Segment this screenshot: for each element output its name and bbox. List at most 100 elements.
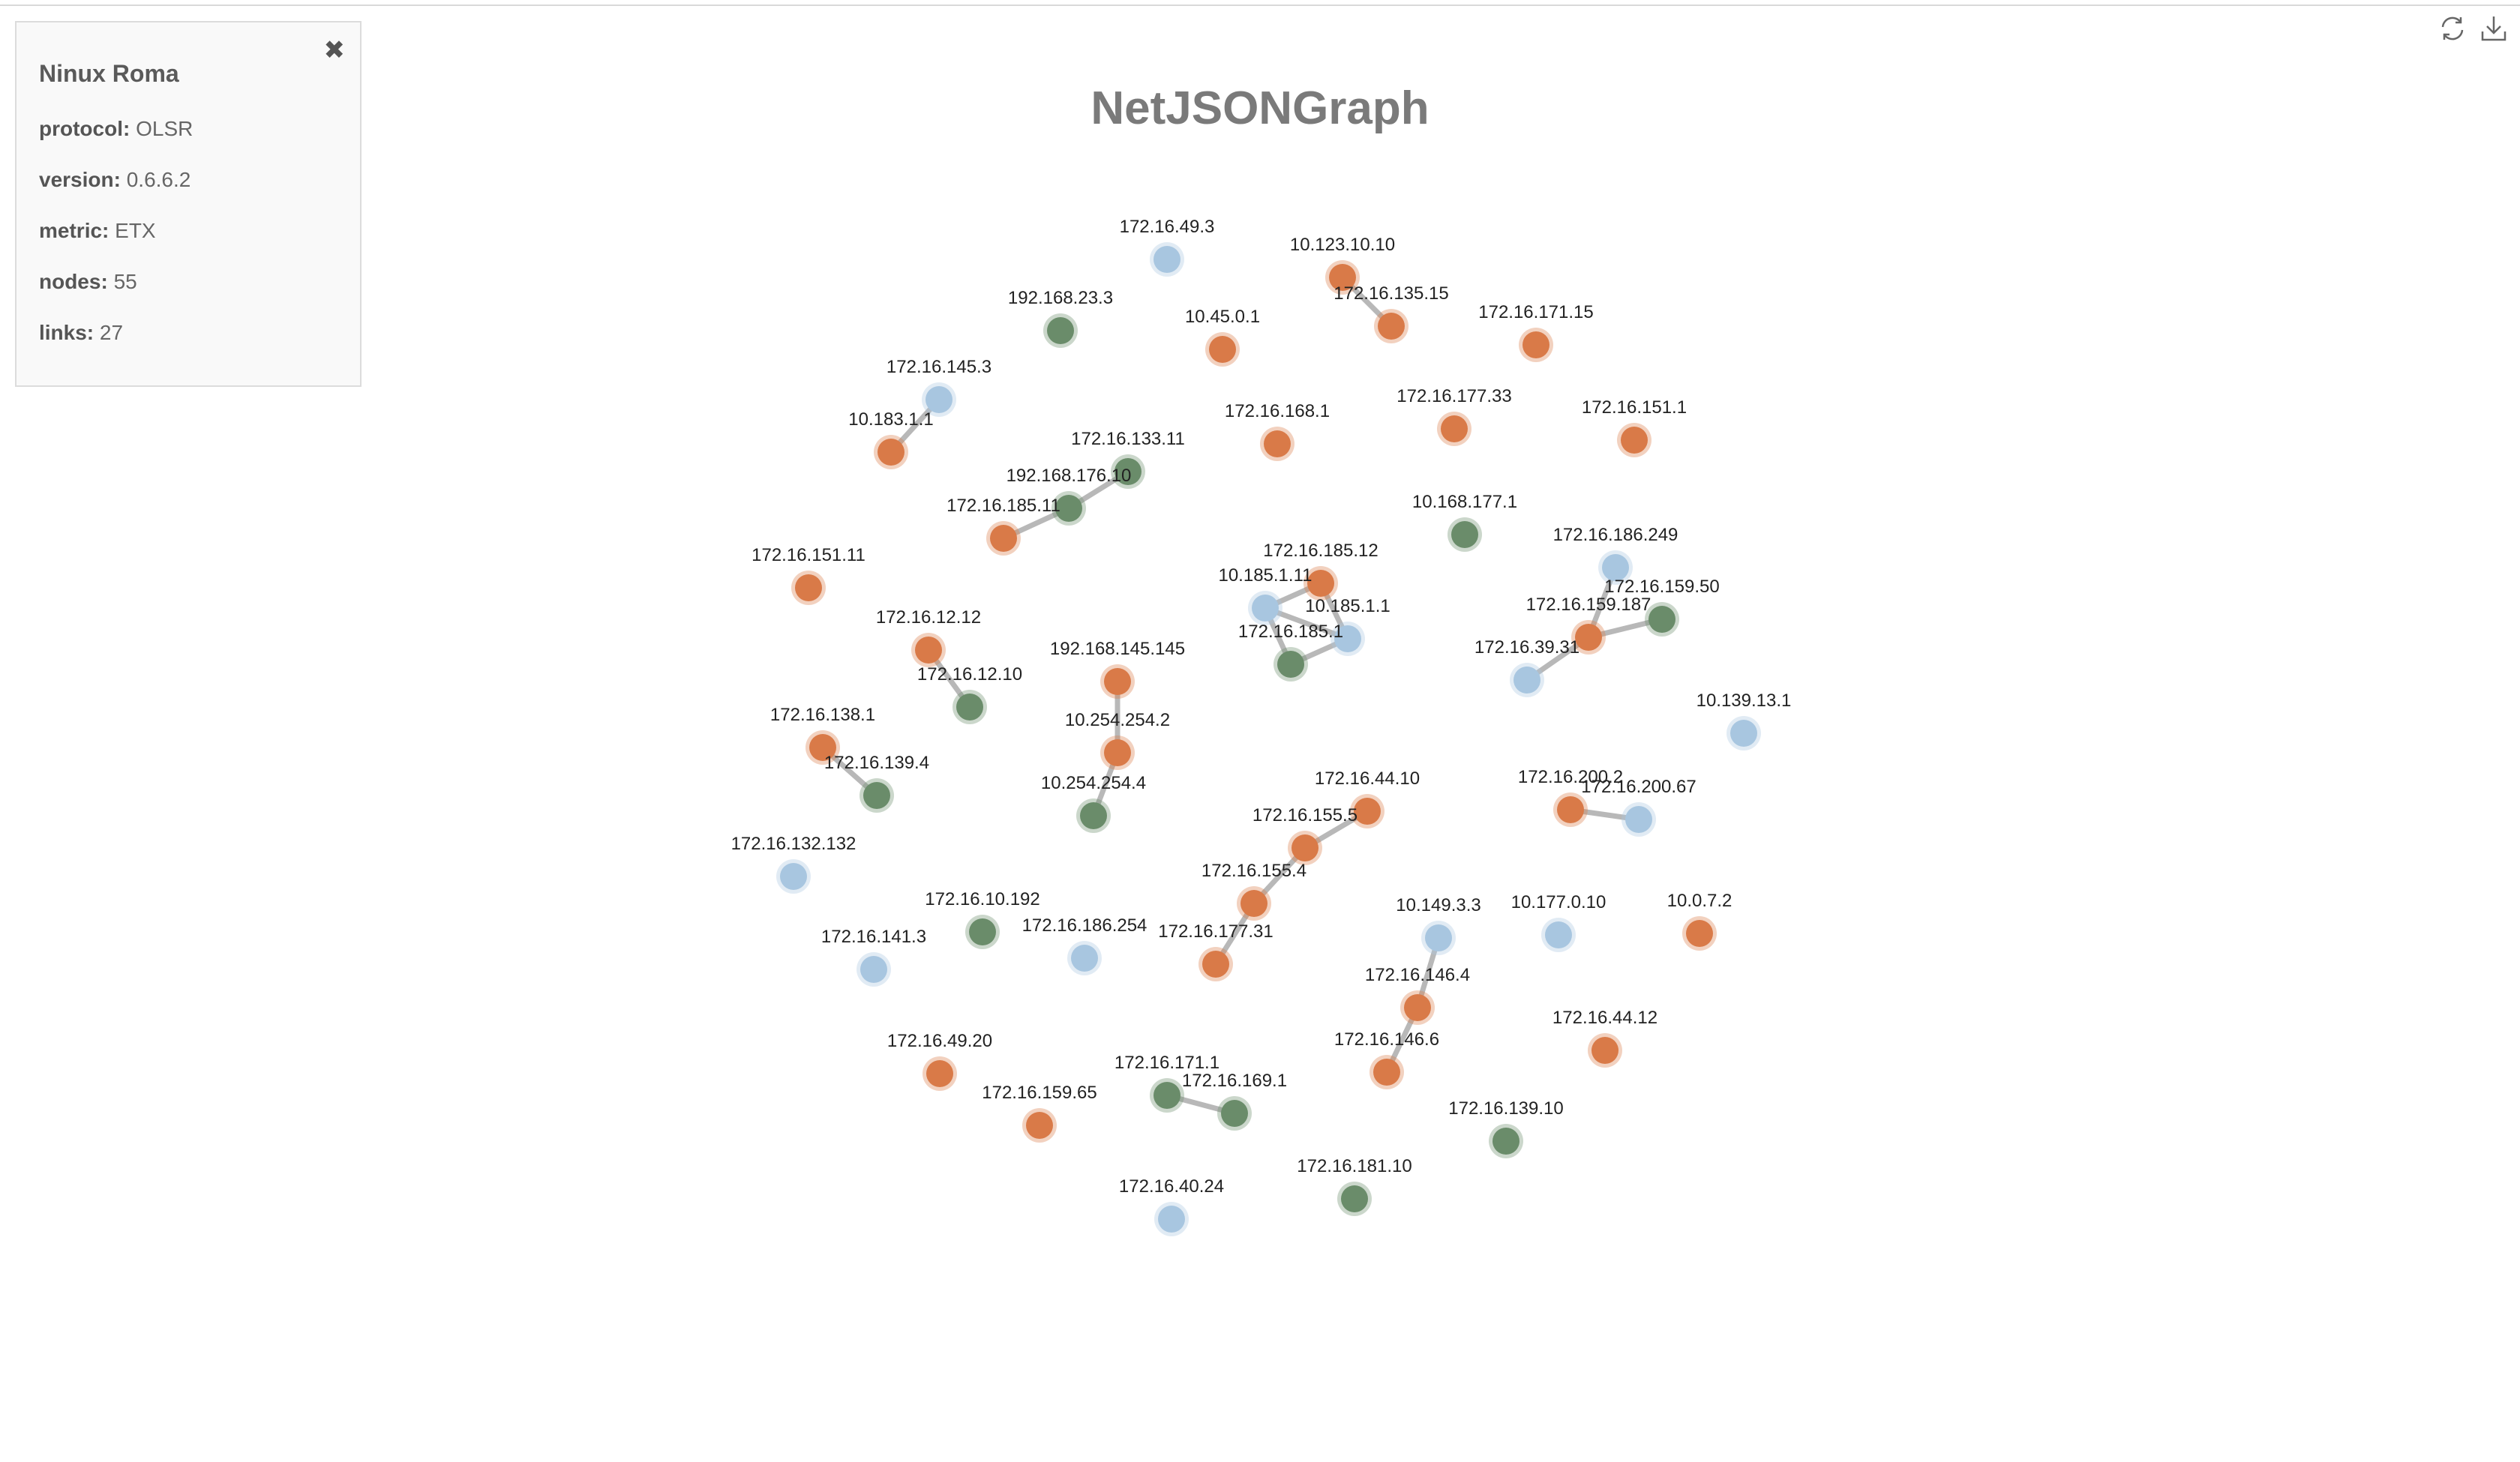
graph-node[interactable]: 10.0.7.2: [1667, 891, 1732, 951]
graph-node[interactable]: 172.16.146.6: [1334, 1029, 1439, 1089]
node-circle[interactable]: [1055, 495, 1082, 522]
node-circle[interactable]: [1071, 945, 1098, 972]
node-circle[interactable]: [1277, 651, 1304, 678]
node-circle[interactable]: [1221, 1100, 1248, 1127]
node-circle[interactable]: [1104, 739, 1131, 766]
node-circle[interactable]: [1522, 331, 1550, 358]
node-circle[interactable]: [1329, 264, 1356, 291]
graph-node[interactable]: 192.168.145.145: [1050, 639, 1185, 699]
node-circle[interactable]: [1047, 317, 1074, 344]
graph-node[interactable]: 172.16.44.10: [1315, 768, 1420, 828]
graph-node[interactable]: 172.16.200.2: [1518, 767, 1623, 827]
graph-node[interactable]: 10.185.1.11: [1218, 565, 1312, 625]
graph-node[interactable]: 172.16.139.10: [1448, 1098, 1564, 1158]
graph-node[interactable]: 172.16.141.3: [821, 927, 926, 987]
graph-node[interactable]: 172.16.146.4: [1365, 965, 1470, 1025]
graph-node[interactable]: 10.183.1.1: [848, 409, 934, 469]
graph-node[interactable]: 10.254.254.4: [1041, 773, 1146, 833]
graph-node[interactable]: 172.16.159.187: [1526, 595, 1652, 655]
graph-node[interactable]: 172.16.132.132: [731, 834, 856, 894]
graph-node[interactable]: 172.16.185.12: [1263, 541, 1378, 601]
graph-node[interactable]: 10.185.1.1: [1305, 596, 1390, 656]
node-circle[interactable]: [1404, 994, 1431, 1021]
node-circle[interactable]: [1292, 834, 1318, 861]
graph-node[interactable]: 172.16.200.67: [1581, 777, 1696, 837]
node-circle[interactable]: [1154, 246, 1180, 273]
graph-node[interactable]: 172.16.138.1: [770, 705, 875, 765]
node-circle[interactable]: [1592, 1037, 1618, 1064]
node-circle[interactable]: [1621, 427, 1648, 454]
node-circle[interactable]: [1730, 720, 1757, 747]
node-circle[interactable]: [1354, 798, 1381, 825]
node-circle[interactable]: [1575, 624, 1602, 651]
node-circle[interactable]: [1341, 1185, 1368, 1212]
graph-node[interactable]: 10.123.10.10: [1290, 235, 1395, 295]
close-icon[interactable]: ✖: [323, 36, 346, 64]
node-circle[interactable]: [1492, 1128, 1520, 1155]
node-circle[interactable]: [1441, 415, 1468, 442]
node-circle[interactable]: [1686, 920, 1713, 947]
graph-node[interactable]: 172.16.177.33: [1396, 386, 1512, 446]
node-circle[interactable]: [926, 1060, 953, 1087]
graph-node[interactable]: 172.16.145.3: [886, 357, 992, 417]
graph-link[interactable]: [1262, 605, 1351, 642]
graph-node[interactable]: 172.16.155.4: [1202, 861, 1306, 921]
node-circle[interactable]: [969, 918, 996, 945]
node-circle[interactable]: [1104, 668, 1131, 695]
graph-node[interactable]: 172.16.169.1: [1182, 1071, 1287, 1131]
graph-node[interactable]: 172.16.159.65: [982, 1083, 1097, 1143]
graph-node[interactable]: 192.168.176.10: [1006, 466, 1132, 526]
graph-node[interactable]: 10.254.254.2: [1065, 710, 1170, 770]
node-circle[interactable]: [1378, 313, 1405, 340]
graph-node[interactable]: 172.16.49.20: [887, 1031, 992, 1091]
graph-node[interactable]: 10.177.0.10: [1511, 892, 1606, 952]
graph-node[interactable]: 172.16.40.24: [1119, 1176, 1224, 1236]
graph-node[interactable]: 10.149.3.3: [1396, 895, 1481, 955]
node-circle[interactable]: [809, 734, 836, 761]
graph-node[interactable]: 10.139.13.1: [1696, 691, 1792, 750]
graph-node[interactable]: 172.16.12.12: [876, 607, 981, 667]
node-circle[interactable]: [1114, 458, 1142, 485]
node-circle[interactable]: [1625, 806, 1652, 833]
graph-node[interactable]: 172.16.177.31: [1158, 921, 1274, 981]
graph-node[interactable]: 172.16.133.11: [1071, 429, 1185, 489]
node-circle[interactable]: [1158, 1206, 1185, 1233]
node-circle[interactable]: [1240, 890, 1268, 917]
graph-node[interactable]: 172.16.185.1: [1238, 622, 1343, 682]
node-circle[interactable]: [860, 956, 887, 983]
graph-node[interactable]: 172.16.39.31: [1474, 637, 1580, 697]
graph-node[interactable]: 172.16.151.11: [752, 545, 866, 605]
graph-node[interactable]: 172.16.186.254: [1022, 915, 1148, 975]
node-circle[interactable]: [1545, 921, 1572, 948]
download-button[interactable]: [2479, 13, 2509, 43]
node-circle[interactable]: [1425, 924, 1452, 951]
node-circle[interactable]: [1373, 1059, 1400, 1086]
node-circle[interactable]: [915, 637, 942, 664]
node-circle[interactable]: [1154, 1082, 1180, 1109]
refresh-button[interactable]: [2438, 13, 2468, 43]
graph-node[interactable]: 172.16.171.15: [1478, 302, 1594, 362]
node-circle[interactable]: [1648, 606, 1676, 633]
graph-node[interactable]: 172.16.44.12: [1552, 1008, 1658, 1068]
node-circle[interactable]: [1209, 336, 1236, 363]
node-circle[interactable]: [956, 694, 983, 721]
node-circle[interactable]: [878, 439, 904, 466]
graph-node[interactable]: 172.16.139.4: [824, 753, 929, 813]
graph-node[interactable]: 172.16.159.50: [1604, 577, 1720, 637]
graph-node[interactable]: 172.16.185.11: [946, 496, 1060, 556]
graph-node[interactable]: 172.16.155.5: [1252, 805, 1358, 865]
node-circle[interactable]: [1080, 802, 1107, 829]
node-circle[interactable]: [926, 386, 952, 413]
graph-node[interactable]: 172.16.181.10: [1297, 1156, 1412, 1216]
node-circle[interactable]: [1202, 951, 1229, 978]
node-circle[interactable]: [1026, 1112, 1053, 1139]
node-circle[interactable]: [795, 574, 822, 601]
node-circle[interactable]: [990, 525, 1017, 552]
node-circle[interactable]: [1264, 430, 1291, 457]
graph-node[interactable]: 172.16.171.1: [1114, 1053, 1220, 1113]
node-circle[interactable]: [1514, 667, 1540, 694]
graph-node[interactable]: 192.168.23.3: [1008, 288, 1113, 348]
node-circle[interactable]: [1451, 521, 1478, 548]
graph-node[interactable]: 172.16.135.15: [1334, 283, 1449, 343]
